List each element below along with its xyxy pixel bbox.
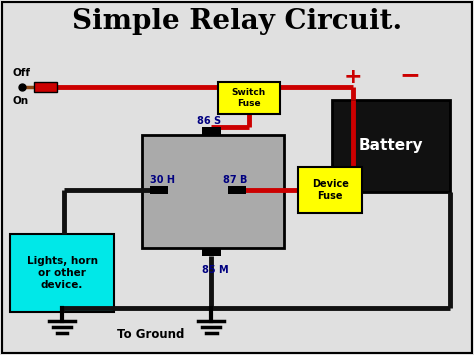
Text: Device
Fuse: Device Fuse [312, 179, 349, 201]
Text: Simple Relay Circuit.: Simple Relay Circuit. [72, 9, 402, 36]
Text: Off: Off [12, 68, 30, 78]
Text: 85 M: 85 M [202, 265, 228, 275]
Text: +: + [344, 67, 362, 87]
Bar [143, 135, 284, 248]
Bar [202, 248, 221, 256]
Text: Switch
Fuse: Switch Fuse [232, 88, 266, 108]
Bar [299, 167, 362, 213]
Bar [331, 100, 450, 192]
Bar [34, 82, 57, 92]
Bar [10, 234, 114, 312]
Text: 87 B: 87 B [223, 175, 247, 185]
Bar [228, 186, 246, 194]
Text: To Ground: To Ground [117, 328, 185, 342]
Text: Lights, horn
or other
device.: Lights, horn or other device. [27, 256, 98, 290]
Text: −: − [399, 63, 420, 87]
Text: 30 H: 30 H [150, 175, 174, 185]
Bar [202, 127, 221, 135]
Text: On: On [12, 97, 28, 106]
Bar [218, 82, 280, 114]
Bar [150, 186, 168, 194]
Text: 86 S: 86 S [197, 115, 221, 126]
Text: Battery: Battery [358, 138, 423, 153]
